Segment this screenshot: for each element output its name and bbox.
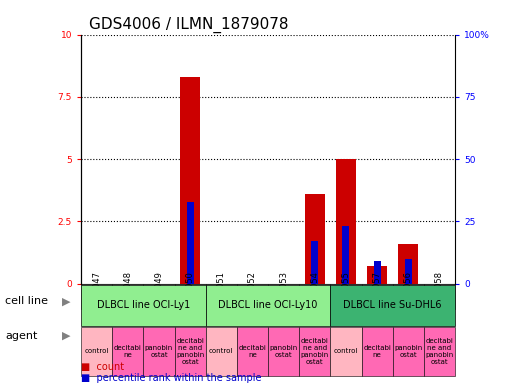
Text: decitabi
ne and
panobin
ostat: decitabi ne and panobin ostat — [301, 338, 329, 365]
Text: DLBCL line OCI-Ly10: DLBCL line OCI-Ly10 — [218, 300, 318, 310]
Text: GSM673052: GSM673052 — [248, 271, 257, 322]
Text: GSM673053: GSM673053 — [279, 271, 288, 322]
Text: ▶: ▶ — [62, 296, 71, 306]
FancyBboxPatch shape — [112, 284, 143, 309]
Bar — [180, 77, 200, 284]
FancyBboxPatch shape — [331, 327, 361, 376]
Bar — [305, 194, 325, 284]
FancyBboxPatch shape — [206, 284, 237, 309]
Text: ■  percentile rank within the sample: ■ percentile rank within the sample — [81, 373, 262, 383]
Text: ■  count: ■ count — [81, 362, 124, 372]
Text: decitabi
ne: decitabi ne — [363, 345, 391, 358]
Text: decitabi
ne and
panobin
ostat: decitabi ne and panobin ostat — [425, 338, 453, 365]
Text: control: control — [84, 348, 109, 354]
FancyBboxPatch shape — [299, 327, 331, 376]
FancyBboxPatch shape — [331, 285, 455, 326]
Text: panobin
ostat: panobin ostat — [145, 345, 173, 358]
Bar — [311, 242, 319, 284]
Text: panobin
ostat: panobin ostat — [269, 345, 298, 358]
FancyBboxPatch shape — [268, 327, 299, 376]
Text: DLBCL line OCI-Ly1: DLBCL line OCI-Ly1 — [97, 300, 190, 310]
FancyBboxPatch shape — [268, 284, 299, 309]
Text: GDS4006 / ILMN_1879078: GDS4006 / ILMN_1879078 — [88, 17, 288, 33]
FancyBboxPatch shape — [393, 284, 424, 309]
Text: agent: agent — [5, 331, 38, 341]
FancyBboxPatch shape — [175, 284, 206, 309]
Text: control: control — [209, 348, 233, 354]
Text: DLBCL line Su-DHL6: DLBCL line Su-DHL6 — [344, 300, 442, 310]
Text: decitabi
ne and
panobin
ostat: decitabi ne and panobin ostat — [176, 338, 204, 365]
Text: GSM673055: GSM673055 — [342, 271, 350, 322]
FancyBboxPatch shape — [237, 284, 268, 309]
Text: panobin
ostat: panobin ostat — [394, 345, 423, 358]
Bar — [187, 202, 194, 284]
Bar — [405, 259, 412, 284]
Bar — [367, 266, 387, 284]
Text: decitabi
ne: decitabi ne — [238, 345, 266, 358]
FancyBboxPatch shape — [393, 327, 424, 376]
Text: GSM673050: GSM673050 — [186, 271, 195, 322]
Bar — [343, 227, 349, 284]
FancyBboxPatch shape — [331, 284, 361, 309]
Bar — [398, 244, 418, 284]
FancyBboxPatch shape — [424, 284, 455, 309]
FancyBboxPatch shape — [143, 284, 175, 309]
FancyBboxPatch shape — [81, 285, 206, 326]
Text: cell line: cell line — [5, 296, 48, 306]
Text: control: control — [334, 348, 358, 354]
FancyBboxPatch shape — [237, 327, 268, 376]
Text: ▶: ▶ — [62, 331, 71, 341]
FancyBboxPatch shape — [81, 284, 112, 309]
FancyBboxPatch shape — [143, 327, 175, 376]
FancyBboxPatch shape — [206, 327, 237, 376]
Text: GSM673048: GSM673048 — [123, 271, 132, 322]
FancyBboxPatch shape — [424, 327, 455, 376]
FancyBboxPatch shape — [206, 285, 331, 326]
FancyBboxPatch shape — [361, 327, 393, 376]
Text: GSM673047: GSM673047 — [92, 271, 101, 322]
FancyBboxPatch shape — [175, 327, 206, 376]
FancyBboxPatch shape — [112, 327, 143, 376]
FancyBboxPatch shape — [299, 284, 331, 309]
Text: GSM673054: GSM673054 — [310, 271, 319, 322]
FancyBboxPatch shape — [361, 284, 393, 309]
Text: GSM673058: GSM673058 — [435, 271, 444, 322]
Text: GSM673057: GSM673057 — [372, 271, 382, 322]
Bar — [373, 262, 381, 284]
Text: decitabi
ne: decitabi ne — [114, 345, 142, 358]
Text: GSM673056: GSM673056 — [404, 271, 413, 322]
Text: GSM673051: GSM673051 — [217, 271, 226, 322]
FancyBboxPatch shape — [81, 327, 112, 376]
Bar — [336, 159, 356, 284]
Text: GSM673049: GSM673049 — [154, 271, 164, 322]
